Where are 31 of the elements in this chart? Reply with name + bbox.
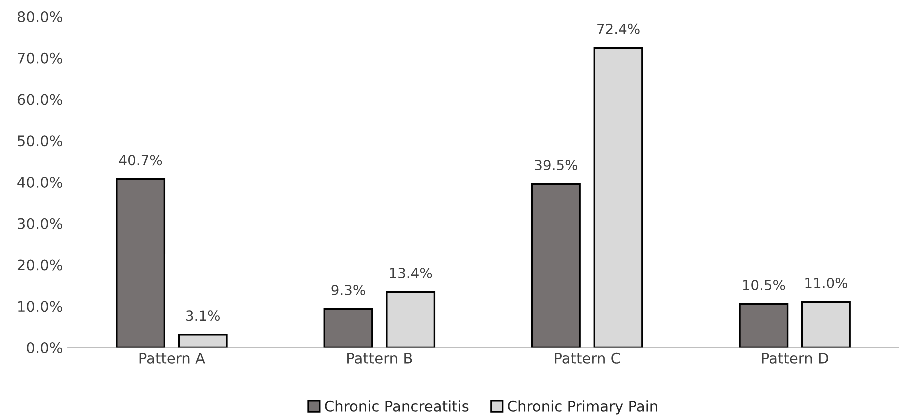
y-tick-label: 0.0%: [27, 342, 62, 354]
y-tick-label: 10.0%: [18, 301, 62, 312]
bar: [594, 47, 644, 348]
data-label: 10.5%: [743, 280, 786, 291]
bar: [178, 334, 228, 348]
x-tick-label: Pattern B: [348, 353, 412, 364]
y-tick-label: 70.0%: [18, 52, 62, 64]
y-tick-label: 80.0%: [18, 11, 62, 23]
y-tick-label: 40.0%: [18, 176, 62, 188]
data-label: 13.4%: [390, 268, 432, 279]
bar: [324, 308, 374, 348]
legend-label: Chronic Primary Pain: [508, 400, 658, 415]
y-tick-label: 30.0%: [18, 218, 62, 230]
x-tick-label: Pattern C: [555, 352, 620, 364]
bar: [802, 301, 851, 348]
x-tick-label: Pattern A: [140, 353, 206, 364]
y-tick-label: 50.0%: [18, 136, 62, 147]
bar: [531, 184, 581, 348]
bar: [386, 291, 436, 348]
data-label: 9.3%: [332, 284, 366, 296]
data-label: 72.4%: [598, 24, 640, 34]
data-label: 39.5%: [535, 160, 578, 171]
y-tick-label: 20.0%: [18, 260, 62, 271]
bar: [739, 303, 789, 348]
x-tick-label: Pattern D: [762, 353, 828, 364]
bar: [116, 178, 166, 348]
y-tick-label: 60.0%: [18, 94, 62, 106]
data-label: 11.0%: [806, 278, 848, 288]
data-label: 3.1%: [186, 310, 220, 322]
data-label: 40.7%: [119, 155, 162, 166]
legend-label: Chronic Pancreatitis: [325, 400, 469, 412]
